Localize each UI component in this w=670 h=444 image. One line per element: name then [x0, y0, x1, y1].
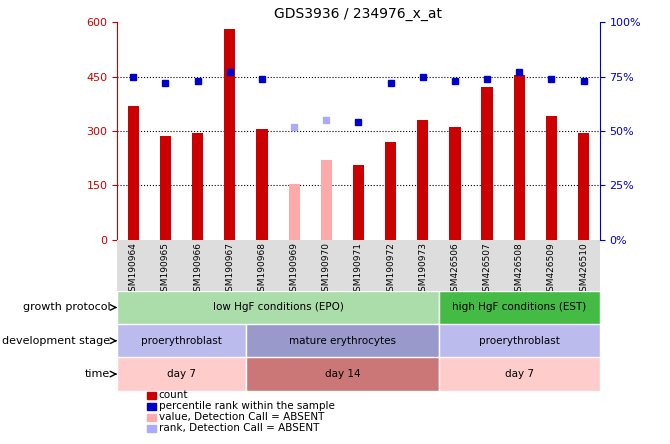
Bar [192, 133, 203, 240]
Bar [117, 324, 246, 357]
Text: proerythroblast: proerythroblast [141, 336, 222, 346]
Text: development stage: development stage [2, 336, 111, 346]
Bar [117, 357, 246, 391]
Text: GSM190966: GSM190966 [193, 242, 202, 297]
Text: count: count [159, 390, 188, 400]
Text: value, Detection Call = ABSENT: value, Detection Call = ABSENT [159, 412, 324, 422]
Bar [417, 120, 428, 240]
Bar [246, 357, 439, 391]
Text: GSM190965: GSM190965 [161, 242, 170, 297]
Bar [224, 29, 235, 240]
Text: GSM426510: GSM426510 [579, 242, 588, 297]
Text: proerythroblast: proerythroblast [479, 336, 559, 346]
Bar [546, 116, 557, 240]
Bar [257, 129, 267, 240]
Bar [128, 106, 139, 240]
Text: low HgF conditions (EPO): low HgF conditions (EPO) [212, 302, 344, 313]
Text: rank, Detection Call = ABSENT: rank, Detection Call = ABSENT [159, 424, 319, 433]
Text: GSM190967: GSM190967 [225, 242, 234, 297]
Text: day 7: day 7 [505, 369, 534, 379]
Text: growth protocol: growth protocol [23, 302, 111, 313]
Text: mature erythrocytes: mature erythrocytes [289, 336, 396, 346]
Text: GSM426508: GSM426508 [515, 242, 524, 297]
Bar [117, 291, 439, 324]
Bar [439, 357, 600, 391]
Text: GSM190968: GSM190968 [257, 242, 267, 297]
Text: GSM190972: GSM190972 [386, 242, 395, 297]
Bar [353, 166, 364, 240]
Bar [514, 75, 525, 240]
Text: GSM426509: GSM426509 [547, 242, 556, 297]
Text: day 7: day 7 [167, 369, 196, 379]
Bar [289, 183, 299, 240]
Bar [439, 324, 600, 357]
Bar [321, 160, 332, 240]
Text: GSM426507: GSM426507 [482, 242, 492, 297]
Text: day 14: day 14 [324, 369, 360, 379]
Text: percentile rank within the sample: percentile rank within the sample [159, 401, 334, 411]
Bar [482, 87, 492, 240]
Text: GSM190970: GSM190970 [322, 242, 331, 297]
Text: GSM190973: GSM190973 [418, 242, 427, 297]
Bar [439, 291, 600, 324]
Bar [246, 324, 439, 357]
Text: GSM190964: GSM190964 [129, 242, 138, 297]
Bar [385, 142, 396, 240]
Text: time: time [85, 369, 111, 379]
Text: high HgF conditions (EST): high HgF conditions (EST) [452, 302, 586, 313]
Text: GSM190969: GSM190969 [289, 242, 299, 297]
Bar [160, 136, 171, 240]
Text: GSM190971: GSM190971 [354, 242, 363, 297]
Title: GDS3936 / 234976_x_at: GDS3936 / 234976_x_at [275, 7, 442, 21]
Bar [578, 133, 589, 240]
Bar [450, 127, 460, 240]
Text: GSM426506: GSM426506 [450, 242, 460, 297]
